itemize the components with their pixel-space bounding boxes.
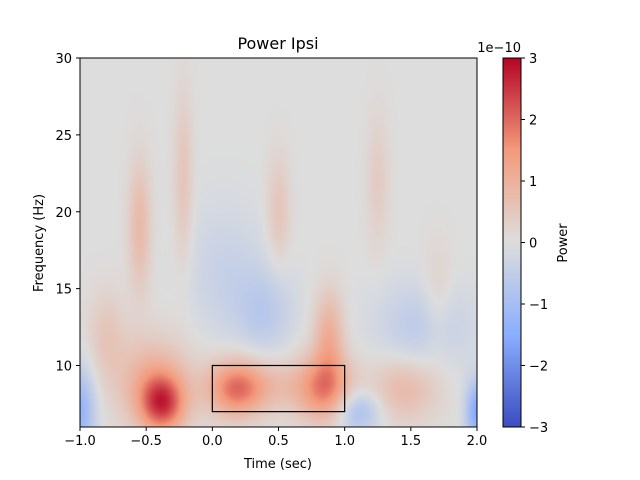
y-tick-label: 30 <box>55 52 72 67</box>
plot-area <box>79 57 478 428</box>
colorbar: −3 −2 −1 0 1 2 3 1e−10 Power <box>477 41 571 436</box>
x-tick-label: 0.0 <box>202 434 223 449</box>
y-tick-label: 20 <box>55 206 72 221</box>
y-tick-label: 10 <box>55 360 72 375</box>
colorbar-tick-label: −3 <box>529 421 548 436</box>
colorbar-tick-label: 0 <box>529 237 537 252</box>
highlight-rectangle <box>211 364 346 413</box>
x-tick-label: 2.0 <box>467 434 488 449</box>
colorbar-tick-label: −2 <box>529 360 548 375</box>
x-tick-label: 1.5 <box>400 434 421 449</box>
colorbar-offset-label: 1e−10 <box>477 41 521 56</box>
colorbar-tick-label: 3 <box>529 52 537 67</box>
x-axis-ticks: −1.0 −0.5 0.0 0.5 1.0 1.5 2.0 <box>64 427 487 449</box>
colorbar-tick-label: 1 <box>529 175 537 190</box>
colorbar-gradient <box>503 58 521 427</box>
colorbar-tick-label: −1 <box>529 298 548 313</box>
x-tick-label: 0.5 <box>268 434 289 449</box>
colorbar-label: Power <box>556 223 571 263</box>
x-axis-label: Time (sec) <box>243 457 312 472</box>
x-tick-label: −0.5 <box>130 434 162 449</box>
y-tick-label: 15 <box>55 283 72 298</box>
heatmap-image <box>80 58 477 427</box>
y-axis-ticks: 10 15 20 25 30 <box>55 52 80 375</box>
x-tick-label: 1.0 <box>334 434 355 449</box>
chart-title: Power Ipsi <box>237 34 318 53</box>
x-tick-label: −1.0 <box>64 434 96 449</box>
y-axis-label: Frequency (Hz) <box>32 194 47 292</box>
y-tick-label: 25 <box>55 129 72 144</box>
colorbar-ticks: −3 −2 −1 0 1 2 3 <box>521 52 548 436</box>
colorbar-tick-label: 2 <box>529 114 537 129</box>
